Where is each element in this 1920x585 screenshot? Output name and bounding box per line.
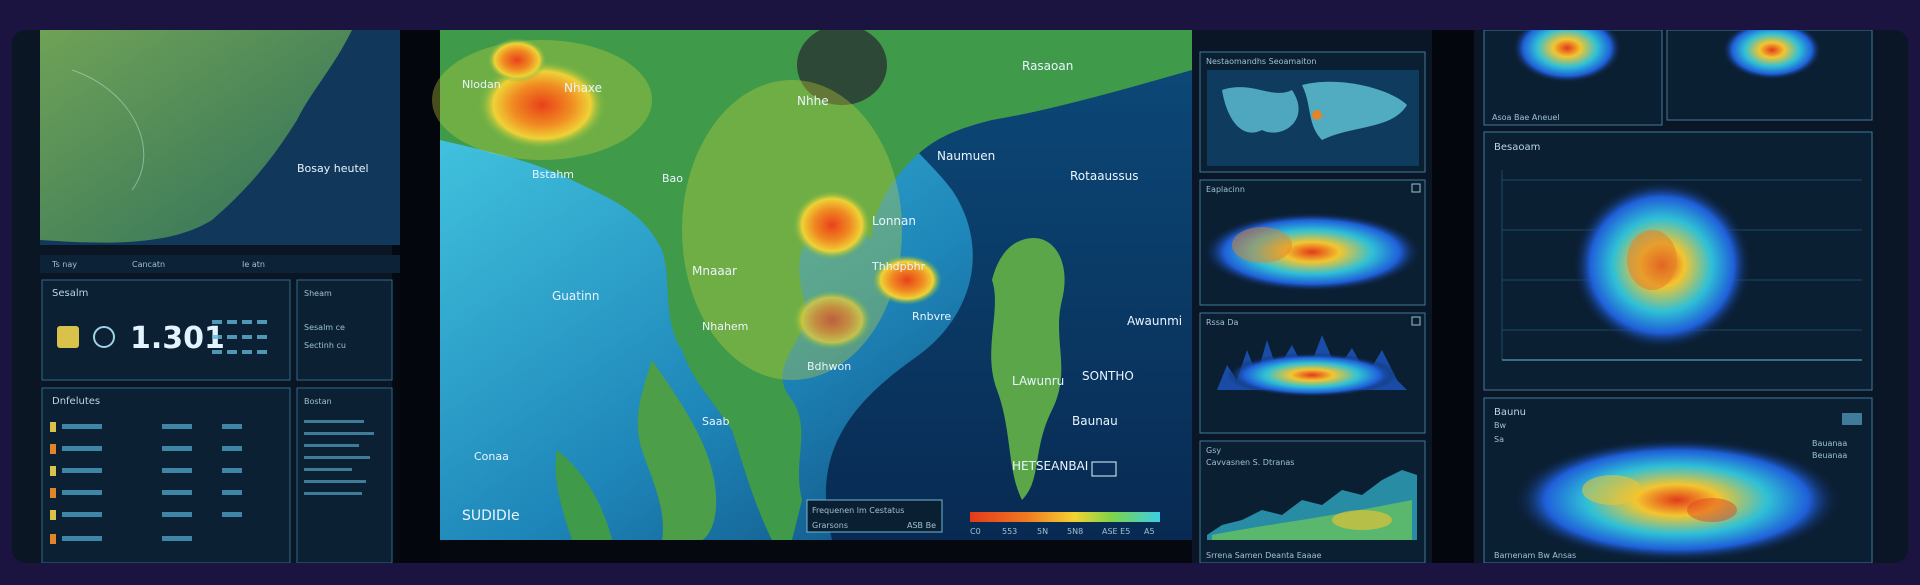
left-big-value: 1.301 [130,321,225,356]
panel4-sub: Cavvasnen S. Dtranas [1206,458,1294,467]
left-card-line-3: Sectinh cu [304,341,346,350]
far-right-bottom-axis: Barnenam Bw Ansas [1494,551,1576,560]
left-side-list [296,387,393,563]
label-inland: Nhahem [702,320,748,333]
far-right-chart-title: Besaoam [1494,142,1540,153]
far-right-legend-1: Bauanaa [1812,439,1847,448]
colorbar-ticks: C0 553 5N 5N8 ASE E5 A5 [970,527,1155,536]
label-peninsula: Saab [702,415,729,428]
label-city: Naumuen [937,149,995,163]
colorbar-tick: C0 [970,527,981,536]
label-coast-left: Bao [662,172,683,185]
map-legend-box [806,499,943,533]
label-far-east: Awaunmi [1127,314,1182,328]
left-list-panel [41,387,291,563]
mainland [440,30,1192,540]
hotspot-north [477,60,607,150]
label-center-hot: Lonnan [872,214,916,228]
label-top-left: Nlodan [462,78,501,91]
left-list-rows [50,422,242,544]
panel4-title: Gsy [1206,446,1221,455]
far-right-legend-2: Beuanaa [1812,451,1847,460]
panel3-title: Rssa Da [1206,318,1239,327]
label-north: Nhhe [797,94,829,108]
left-status-title: Sesalm [52,288,88,299]
label-sea: Mnaaar [692,264,737,278]
label-east-river: Rnbvre [912,310,951,323]
label-bay: Baunau [1072,414,1118,428]
monitor-wall-frame: Bosay heutel Ts nay Cancatn Ie atn Sesal… [12,30,1908,563]
label-west: Rasaoan [1022,59,1073,73]
far-right-top-axis: Asoa Bae Aneuel [1492,113,1560,122]
label-east-coast: Rotaaussus [1070,169,1139,183]
label-corner: SUDIDIe [462,508,520,524]
left-side-title: Bostan [304,397,332,406]
heat-colorbar [970,512,1160,522]
left-card-line-1: Sheam [304,289,332,298]
colorbar-tick: 553 [1002,527,1017,536]
panel2-title: Eaplacinn [1206,185,1245,194]
label-south: HETSEANBAI [1012,459,1088,473]
left-map-label: Bosay heutel [297,162,369,175]
colorbar-tick: 5N8 [1067,527,1083,536]
left-tab-1[interactable]: Ts nay [51,260,77,269]
legend-right: ASB Be [907,521,936,530]
far-right-screen: Asoa Bae Aneuel Besaoam Baunu Bw Sa Baua… [1474,30,1908,563]
left-side-card [296,279,393,381]
left-tab-3[interactable]: Ie atn [242,260,265,269]
left-tab-2[interactable]: Cancatn [132,260,165,269]
label-south-east-2: SONTHO [1082,369,1134,383]
status-warning-icon [57,326,79,348]
panel-close-icon[interactable] [1411,316,1421,326]
left-map-landmass [40,30,352,243]
far-right-chart2-sub: Bw [1494,421,1506,430]
colorbar-tick: ASE E5 [1102,527,1130,536]
monitor-wall: Bosay heutel Ts nay Cancatn Ie atn Sesal… [12,30,1908,563]
target-icon [93,326,115,348]
hotspot-center [792,190,872,260]
left-card-line-2: Sesalm ce [304,323,345,332]
main-map-screen: Nhaxe Nlodan Nhhe Rasaoan Bao Bstahm Gua… [432,30,1192,563]
map-marker-icon[interactable] [1091,461,1117,477]
colorbar-tick: A5 [1144,527,1155,536]
right-panels: Nestaomandhs Seoamaiton Eaplacinn Rssa D… [1192,30,1432,563]
label-gulf: Bstahm [532,168,574,181]
legend-title: Frequenen lm Cestatus [812,506,904,515]
label-south-center: Bdhwon [807,360,851,373]
panel4-axis: Srrena Samen Deanta Eaaae [1206,551,1321,560]
label-top-hot: Nhaxe [564,81,602,95]
far-right-chart2-label: Sa [1494,435,1504,444]
legend-left: Grarsons [812,521,848,530]
panel-close-icon[interactable] [1411,183,1421,193]
chart-menu-icon[interactable] [1842,413,1862,425]
panel1-title: Nestaomandhs Seoamaiton [1206,57,1316,66]
label-center: Thhdpbhr [871,260,926,273]
east-peninsula [991,238,1065,500]
colorbar-tick: 5N [1037,527,1048,536]
far-right-heat-blob-2 [1512,438,1842,562]
left-list-title: Dnfelutes [52,396,100,407]
far-right-chart2-title: Baunu [1494,407,1526,418]
label-bottom-left: Conaa [474,450,509,463]
left-screen: Bosay heutel Ts nay Cancatn Ie atn Sesal… [12,30,400,563]
label-south-east: LAwunru [1012,374,1064,388]
left-status-panel [41,279,291,381]
label-open-sea: Guatinn [552,289,600,303]
